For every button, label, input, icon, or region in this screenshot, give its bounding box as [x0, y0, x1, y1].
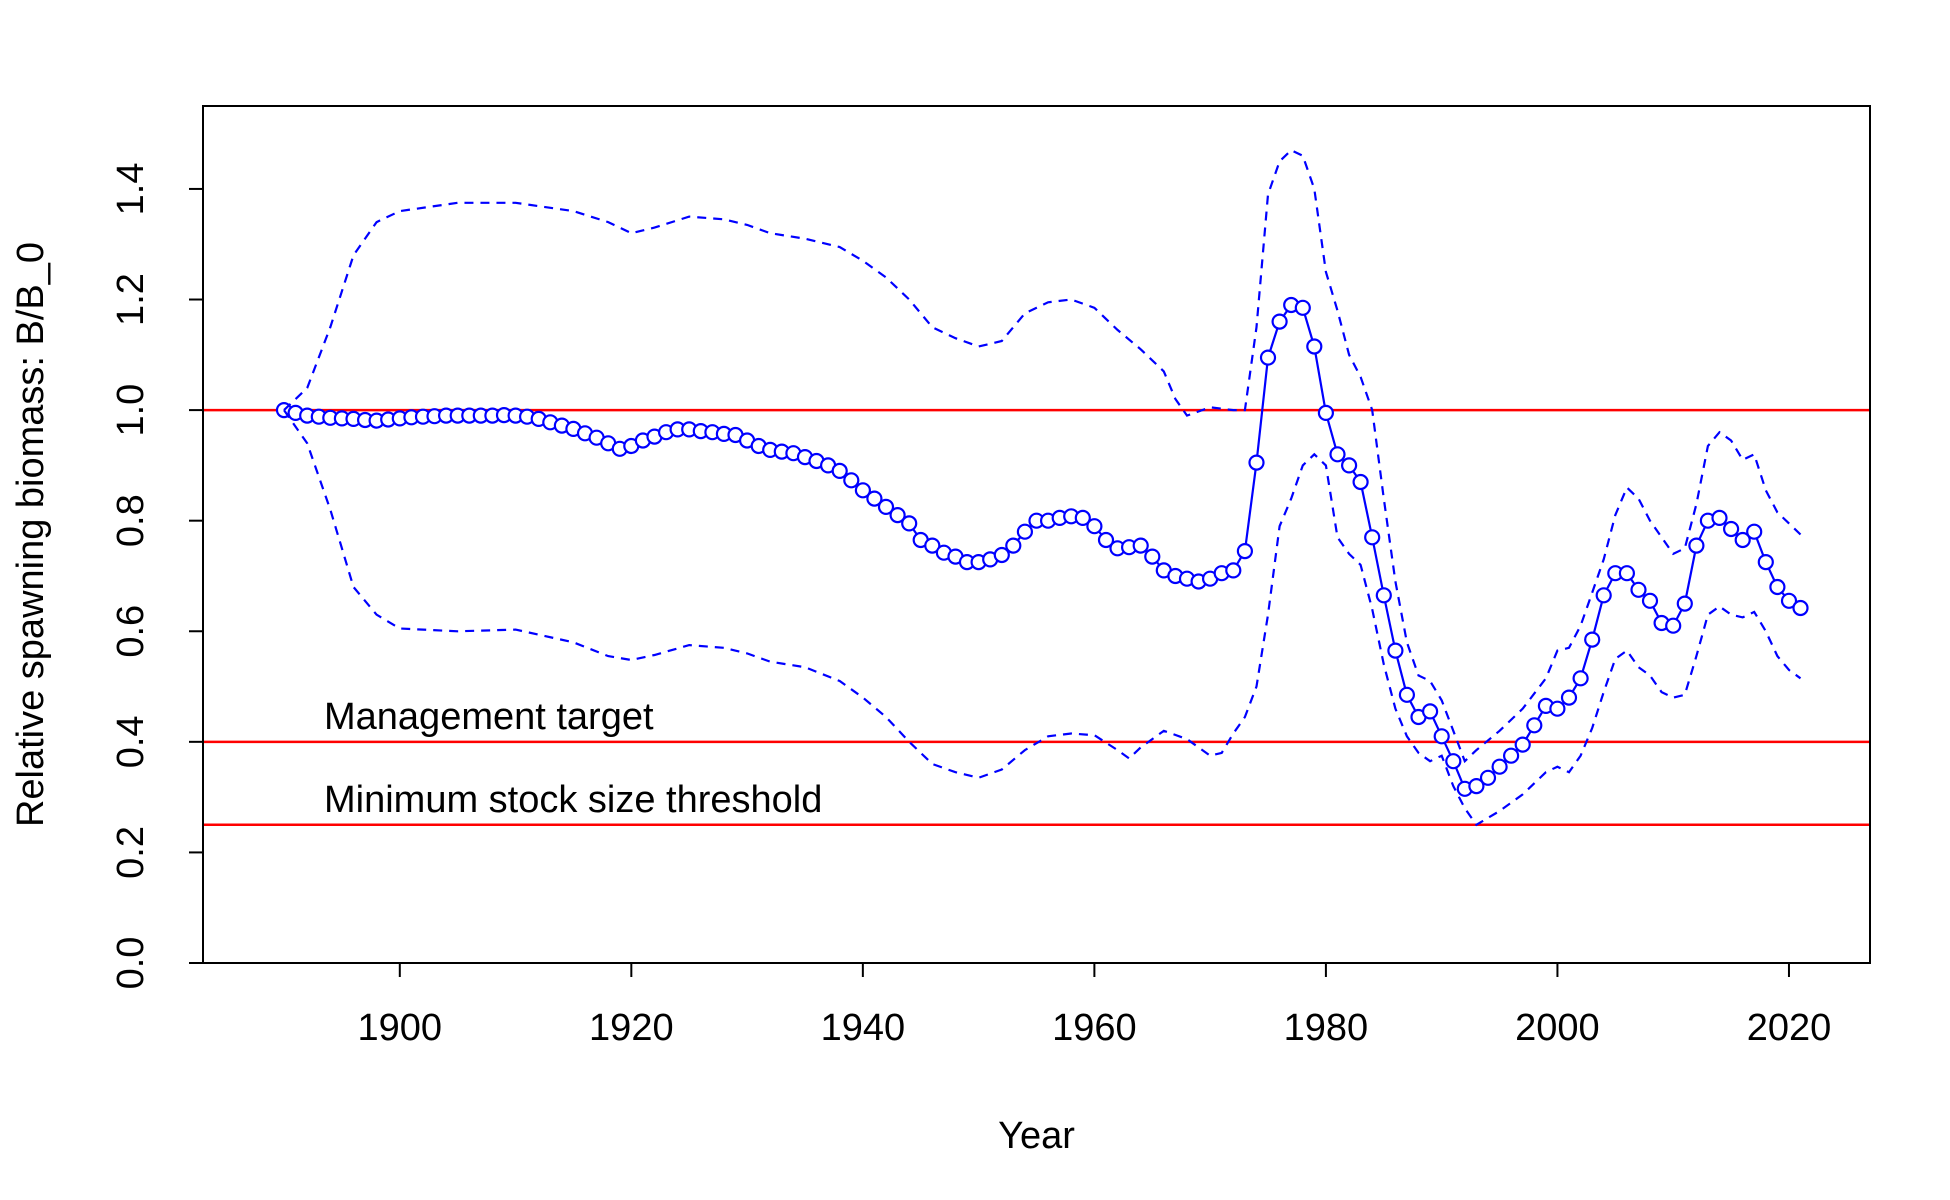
- data-point: [1236, 542, 1254, 560]
- x-tick-label: 2020: [1747, 1007, 1832, 1049]
- data-point: [1722, 520, 1740, 538]
- data-point: [1526, 717, 1543, 734]
- data-point: [1572, 670, 1589, 687]
- data-point: [993, 546, 1010, 564]
- y-tick-label: 1.4: [110, 163, 152, 216]
- data-point: [1248, 454, 1265, 471]
- y-tick-label: 0.4: [110, 715, 152, 768]
- x-axis-label: Year: [998, 1115, 1075, 1157]
- data-point: [866, 490, 883, 507]
- x-tick-label: 1920: [589, 1007, 674, 1049]
- data-point: [877, 498, 895, 515]
- data-point: [1364, 529, 1381, 546]
- data-point: [1560, 689, 1578, 706]
- x-tick-label: 2000: [1515, 1007, 1600, 1049]
- data-point: [1746, 523, 1763, 540]
- data-point: [1502, 747, 1520, 764]
- data-point: [1306, 338, 1323, 355]
- data-point: [1468, 777, 1485, 795]
- data-point: [1387, 642, 1404, 659]
- reference-line-label: Minimum stock size threshold: [324, 779, 822, 821]
- data-point: [1734, 531, 1751, 549]
- data-point: [901, 515, 918, 532]
- x-tick-label: 1960: [1052, 1007, 1137, 1049]
- data-point: [1340, 457, 1358, 474]
- data-point: [1259, 349, 1277, 366]
- data-point: [1584, 631, 1601, 648]
- data-point: [1688, 537, 1705, 554]
- data-point: [1097, 531, 1115, 549]
- data-point: [1676, 595, 1693, 612]
- x-tick-label: 1940: [821, 1007, 906, 1049]
- data-point: [1294, 299, 1311, 316]
- data-point: [1514, 736, 1531, 753]
- data-point: [924, 537, 941, 554]
- data-point: [1792, 599, 1809, 617]
- data-point: [1271, 313, 1288, 330]
- data-point: [1491, 758, 1508, 775]
- data-point: [843, 472, 860, 489]
- data-point: [1352, 473, 1369, 491]
- y-tick-label: 0.8: [110, 494, 152, 547]
- y-axis-label: Relative spawning biomass: B/B_0: [10, 242, 52, 827]
- data-point: [1769, 578, 1786, 596]
- data-point: [889, 506, 906, 524]
- data-point: [1595, 587, 1612, 604]
- data-point: [1086, 518, 1103, 535]
- data-point: [1757, 553, 1774, 571]
- data-point: [1711, 509, 1728, 527]
- series-layer: [275, 148, 1809, 827]
- data-point: [1618, 565, 1636, 582]
- x-tick-label: 1900: [358, 1007, 443, 1049]
- data-point: [854, 482, 872, 499]
- reference-labels: Management target Minimum stock size thre…: [324, 696, 822, 821]
- data-point: [1479, 769, 1497, 786]
- data-point: [1074, 509, 1091, 527]
- reference-line-label: Management target: [324, 696, 654, 738]
- data-point: [1005, 537, 1022, 554]
- data-point: [1641, 592, 1659, 609]
- data-point: [1421, 703, 1439, 720]
- data-point: [1398, 686, 1416, 703]
- data-point: [1132, 537, 1149, 554]
- y-axis: 0.0 0.2 0.4 0.6 0.8 1.0 1.2 1.4: [110, 163, 204, 990]
- y-tick-label: 0.2: [110, 826, 152, 879]
- data-point: [1144, 548, 1161, 565]
- y-tick-label: 0.6: [110, 605, 152, 658]
- data-point: [1433, 728, 1450, 745]
- confidence-bound-line: [283, 409, 1802, 827]
- y-tick-label: 1.0: [110, 384, 152, 437]
- data-point: [1225, 562, 1242, 579]
- x-tick-label: 1980: [1284, 1007, 1369, 1049]
- data-point: [1665, 617, 1682, 634]
- y-tick-label: 1.2: [110, 273, 152, 326]
- data-point: [831, 462, 848, 479]
- data-point: [1016, 523, 1034, 540]
- data-point: [1317, 404, 1335, 421]
- confidence-bound-line: [283, 148, 1802, 764]
- data-point: [1445, 753, 1462, 770]
- x-axis: 1900 1920 1940 1960 1980 2000 2020: [358, 962, 1832, 1049]
- data-point: [1549, 700, 1566, 717]
- y-tick-label: 0.0: [110, 937, 152, 990]
- data-point: [1375, 587, 1392, 604]
- data-point: [1780, 592, 1798, 609]
- data-point: [1630, 581, 1647, 598]
- data-point: [1329, 446, 1346, 463]
